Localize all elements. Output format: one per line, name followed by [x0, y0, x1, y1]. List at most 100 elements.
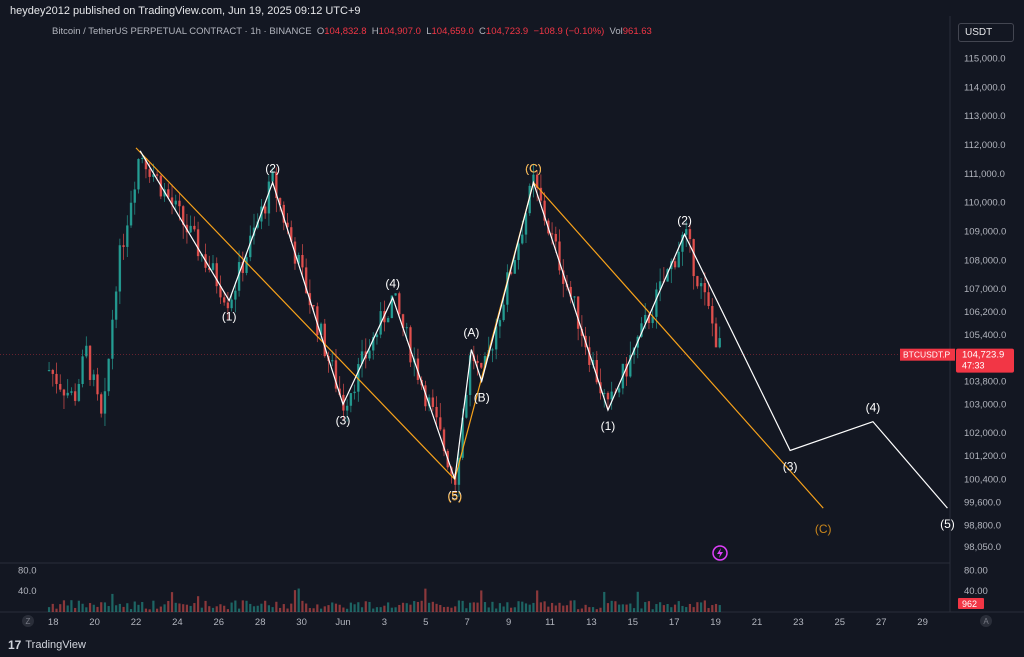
candle-body: [439, 417, 442, 430]
candle-body: [219, 286, 222, 298]
volume-bar: [133, 601, 136, 612]
candle-body: [480, 362, 483, 368]
white-wave-label: (4): [385, 277, 400, 291]
candle-body: [506, 272, 509, 305]
event-marker-icon[interactable]: [712, 545, 728, 561]
time-tick-label: 25: [835, 617, 846, 628]
time-tick-label: 27: [876, 617, 887, 628]
candle-body: [349, 393, 353, 406]
volume-bar: [495, 608, 498, 612]
volume-tag-value: 962: [962, 599, 977, 609]
candle-body: [416, 358, 420, 380]
volume-bar: [271, 607, 274, 612]
price-tick-label: 106,200.0: [964, 307, 1006, 318]
price-tick-label: 114,000.0: [964, 82, 1006, 93]
candle-body: [673, 261, 677, 268]
time-tick-label: 21: [752, 617, 763, 628]
volume-bar: [543, 601, 546, 612]
volume-bar: [353, 604, 356, 612]
volume-bar: [256, 605, 259, 612]
candle-body: [535, 174, 539, 188]
zoom-reset-button[interactable]: Z: [22, 615, 34, 627]
volume-bar: [539, 602, 542, 612]
candle-body: [431, 397, 435, 407]
volume-bar: [51, 603, 54, 612]
candle-body: [517, 243, 520, 260]
volume-bar: [625, 604, 628, 612]
candle-body: [714, 323, 718, 348]
candle-body: [111, 319, 114, 359]
white-wave-label: (2): [265, 161, 280, 175]
volume-bar: [491, 601, 494, 612]
volume-bar: [483, 602, 487, 612]
time-tick-label: 17: [669, 617, 680, 628]
price-tick-label: 98,800.0: [964, 520, 1001, 531]
volume-bar: [584, 604, 587, 612]
candle-body: [524, 213, 528, 235]
volume-bar: [159, 606, 162, 612]
candle-body: [174, 200, 177, 205]
candle-body: [558, 241, 561, 271]
candle-body: [435, 406, 438, 418]
volume-bar: [204, 600, 207, 612]
volume-bar: [688, 603, 692, 612]
price-tick-label: 103,800.0: [964, 376, 1006, 387]
volume-bar: [223, 605, 226, 612]
time-tick-label: 22: [131, 617, 142, 628]
volume-bar: [524, 603, 528, 612]
volume-bar: [606, 603, 610, 612]
candle-body: [323, 323, 326, 357]
volume-bar: [219, 604, 222, 612]
tradingview-logo[interactable]: 17 TradingView: [8, 638, 86, 652]
candle-body: [606, 392, 610, 400]
candle-body: [666, 269, 669, 282]
volume-bar: [405, 603, 408, 612]
white-wave-label: (4): [866, 401, 881, 415]
volume-bar: [264, 600, 267, 612]
volume-bar: [685, 607, 688, 612]
currency-selector[interactable]: USDT: [958, 23, 1014, 42]
volume-bar: [413, 601, 416, 612]
volume-bar: [372, 608, 375, 612]
white-wave-label: (3): [336, 413, 351, 427]
volume-bar: [398, 604, 401, 612]
volume-bar: [260, 603, 263, 612]
price-tick-label: 101,200.0: [964, 451, 1006, 462]
volume-bar: [651, 609, 654, 612]
candle-body: [476, 360, 479, 363]
auto-scale-button[interactable]: A: [980, 615, 992, 627]
candle-body: [610, 391, 613, 400]
candle-body: [502, 304, 505, 321]
candle-body: [718, 338, 721, 348]
candle-body: [230, 299, 233, 309]
candle-body: [59, 384, 62, 390]
candle-body: [543, 200, 546, 221]
volume-bar: [234, 600, 237, 612]
candle-body: [85, 345, 88, 357]
candle-body: [398, 293, 401, 315]
candle-body: [118, 245, 122, 292]
ohlc-high-label: H: [371, 26, 379, 37]
candle-body: [629, 355, 632, 377]
candle-body: [647, 314, 651, 324]
price-tick-label: 109,000.0: [964, 226, 1006, 237]
candle-body: [562, 270, 565, 284]
volume-bar: [472, 602, 475, 612]
orange-wave-label: (5): [447, 489, 462, 503]
candle-body: [699, 283, 703, 287]
candle-body: [271, 172, 274, 182]
candle-body: [241, 262, 245, 273]
volume-bar: [532, 602, 535, 612]
candle-body: [386, 318, 390, 323]
volume-bar: [591, 607, 595, 612]
candle-body: [442, 429, 446, 451]
volume-bar: [200, 607, 203, 612]
candle-body: [193, 225, 196, 230]
candle-body: [167, 189, 170, 198]
candle-body: [617, 388, 621, 393]
candle-body: [591, 360, 595, 365]
volume-bar: [662, 605, 665, 612]
ohlc-low-label: L: [426, 26, 432, 37]
candle-body: [211, 263, 215, 270]
